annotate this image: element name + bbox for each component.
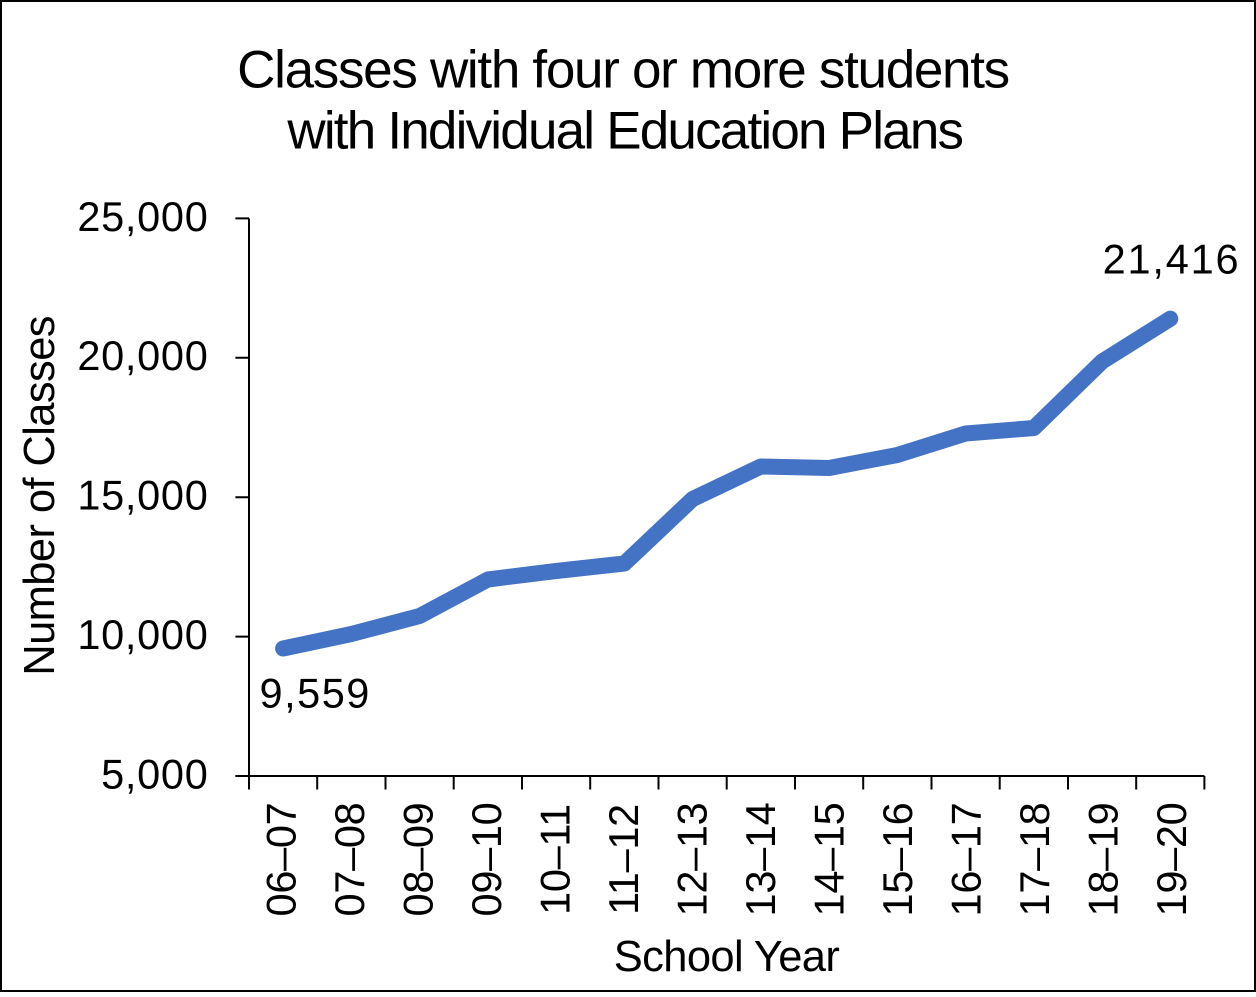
svg-text:5,000: 5,000 [101, 750, 208, 797]
svg-text:15,000: 15,000 [77, 472, 208, 519]
svg-text:17–18: 17–18 [1011, 803, 1058, 917]
svg-text:12–13: 12–13 [669, 803, 716, 917]
svg-text:10,000: 10,000 [77, 611, 208, 658]
svg-text:School Year: School Year [614, 933, 840, 981]
svg-text:Number of Classes: Number of Classes [16, 316, 64, 676]
svg-text:06–07: 06–07 [258, 803, 305, 917]
svg-text:25,000: 25,000 [77, 193, 208, 240]
svg-text:18–19: 18–19 [1080, 803, 1127, 917]
svg-text:21,416: 21,416 [1103, 236, 1241, 283]
svg-text:19–20: 19–20 [1148, 803, 1195, 917]
svg-text:13–14: 13–14 [737, 803, 784, 917]
svg-text:Classes with four or more stud: Classes with four or more students [237, 40, 1009, 99]
svg-text:09–10: 09–10 [463, 803, 510, 917]
svg-text:08–09: 08–09 [395, 803, 442, 917]
svg-text:14–15: 14–15 [806, 803, 853, 917]
svg-text:07–08: 07–08 [326, 803, 373, 917]
svg-text:10–11: 10–11 [532, 804, 579, 915]
svg-text:9,559: 9,559 [260, 670, 371, 717]
svg-text:with Individual Education Plan: with Individual Education Plans [286, 101, 962, 160]
svg-text:15–16: 15–16 [874, 803, 921, 917]
svg-text:11–12: 11–12 [600, 804, 647, 915]
svg-text:20,000: 20,000 [77, 332, 208, 379]
svg-text:16–17: 16–17 [943, 803, 990, 917]
